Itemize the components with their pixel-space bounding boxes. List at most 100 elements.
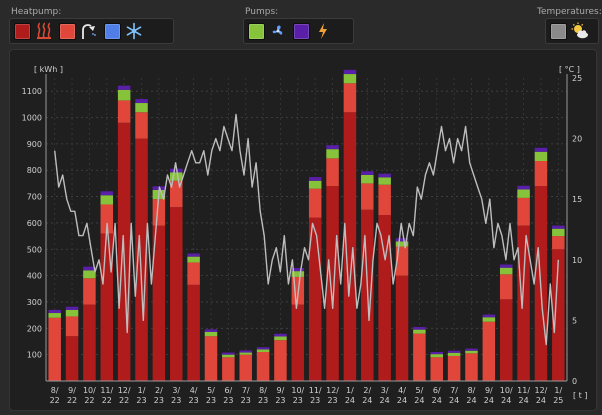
bar-segment-circulation[interactable]	[552, 228, 565, 237]
bar-segment-brine-pump[interactable]	[256, 347, 270, 350]
bar-segment-brine-pump[interactable]	[447, 350, 461, 353]
bar-segment-circulation[interactable]	[465, 350, 478, 354]
bar-segment-brine-pump[interactable]	[395, 238, 409, 242]
bar-segment-circulation[interactable]	[135, 103, 148, 113]
bar-segment-hot-water[interactable]	[517, 197, 530, 226]
bar-segment-hot-water[interactable]	[135, 112, 148, 139]
bar-segment-brine-pump[interactable]	[308, 177, 322, 181]
bar-segment-hot-water[interactable]	[361, 183, 374, 210]
bar-segment-hot-water[interactable]	[100, 204, 114, 234]
bar-segment-brine-pump[interactable]	[499, 264, 513, 268]
bar-segment-circulation[interactable]	[517, 189, 530, 198]
bar-segment-brine-pump[interactable]	[83, 266, 96, 271]
bar-segment-heating[interactable]	[83, 304, 96, 381]
bar-segment-heating[interactable]	[395, 275, 409, 381]
outdoor-temperature-toggle[interactable]	[550, 22, 589, 40]
bar-segment-circulation[interactable]	[274, 336, 287, 341]
bar-segment-brine-pump[interactable]	[117, 85, 131, 90]
bar-segment-hot-water[interactable]	[83, 278, 96, 305]
bar-segment-circulation[interactable]	[499, 267, 513, 275]
brine-pump-toggle[interactable]	[293, 22, 332, 40]
bar-segment-hot-water[interactable]	[465, 353, 478, 381]
bar-segment-circulation[interactable]	[48, 313, 61, 318]
bar-segment-brine-pump[interactable]	[239, 350, 252, 353]
bar-segment-heating[interactable]	[517, 225, 530, 381]
bar-segment-hot-water[interactable]	[308, 188, 322, 218]
bar-segment-brine-pump[interactable]	[534, 147, 548, 152]
bar-segment-circulation[interactable]	[222, 354, 235, 358]
bar-segment-hot-water[interactable]	[204, 336, 218, 381]
bar-segment-brine-pump[interactable]	[465, 348, 478, 351]
bar-segment-circulation[interactable]	[378, 177, 391, 185]
bar-segment-circulation[interactable]	[117, 89, 131, 101]
bar-segment-circulation[interactable]	[100, 195, 114, 205]
bar-segment-brine-pump[interactable]	[413, 326, 426, 330]
bar-segment-circulation[interactable]	[430, 354, 444, 358]
bar-segment-hot-water[interactable]	[343, 83, 357, 113]
bar-segment-circulation[interactable]	[482, 317, 496, 322]
bar-segment-heating[interactable]	[291, 304, 305, 381]
bar-segment-hot-water[interactable]	[65, 316, 79, 337]
bar-segment-heating[interactable]	[552, 249, 565, 381]
bar-segment-circulation[interactable]	[239, 352, 252, 355]
bar-segment-hot-water[interactable]	[239, 354, 252, 381]
bar-segment-hot-water[interactable]	[222, 357, 235, 381]
bar-segment-hot-water[interactable]	[152, 199, 166, 226]
bar-segment-heating[interactable]	[326, 186, 339, 381]
bar-segment-hot-water[interactable]	[256, 352, 270, 381]
bar-segment-circulation[interactable]	[65, 309, 79, 317]
bar-segment-hot-water[interactable]	[430, 357, 444, 381]
bar-segment-heating[interactable]	[187, 284, 200, 381]
bar-segment-brine-pump[interactable]	[48, 309, 61, 314]
bar-segment-circulation[interactable]	[447, 352, 461, 356]
bar-segment-circulation[interactable]	[534, 151, 548, 161]
bar-segment-brine-pump[interactable]	[517, 185, 530, 190]
bar-segment-brine-pump[interactable]	[361, 171, 374, 175]
bar-segment-hot-water[interactable]	[274, 340, 287, 381]
bar-segment-circulation[interactable]	[326, 149, 339, 159]
bar-segment-heating[interactable]	[308, 217, 322, 381]
bar-segment-circulation[interactable]	[204, 331, 218, 337]
bar-segment-brine-pump[interactable]	[326, 145, 339, 150]
bar-segment-hot-water[interactable]	[534, 160, 548, 187]
bar-segment-circulation[interactable]	[187, 256, 200, 263]
bar-segment-brine-pump[interactable]	[187, 253, 200, 257]
bar-segment-heating[interactable]	[135, 138, 148, 381]
bar-segment-hot-water[interactable]	[395, 246, 409, 276]
bar-segment-brine-pump[interactable]	[100, 191, 114, 196]
cooling-toggle[interactable]	[104, 22, 143, 40]
bar-segment-circulation[interactable]	[308, 180, 322, 189]
bar-segment-hot-water[interactable]	[48, 317, 61, 381]
bar-segment-heating[interactable]	[378, 215, 391, 381]
bar-segment-brine-pump[interactable]	[204, 329, 218, 332]
bar-segment-heating[interactable]	[152, 225, 166, 381]
bar-segment-brine-pump[interactable]	[135, 99, 148, 104]
bar-segment-circulation[interactable]	[361, 174, 374, 184]
bar-segment-circulation[interactable]	[395, 241, 409, 247]
bar-segment-circulation[interactable]	[413, 329, 426, 334]
bar-segment-brine-pump[interactable]	[65, 306, 79, 310]
bar-segment-brine-pump[interactable]	[274, 333, 287, 337]
bar-segment-heating[interactable]	[169, 207, 183, 381]
bar-segment-circulation[interactable]	[83, 270, 96, 279]
bar-segment-brine-pump[interactable]	[430, 352, 444, 355]
bar-segment-hot-water[interactable]	[326, 158, 339, 187]
bar-segment-circulation[interactable]	[291, 271, 305, 277]
bar-segment-hot-water[interactable]	[482, 321, 496, 381]
bar-segment-hot-water[interactable]	[413, 333, 426, 381]
bar-segment-brine-pump[interactable]	[482, 314, 496, 318]
bar-segment-heating[interactable]	[100, 233, 114, 381]
bar-segment-brine-pump[interactable]	[343, 69, 357, 75]
circulation-pump-toggle[interactable]	[248, 22, 287, 40]
bar-segment-brine-pump[interactable]	[378, 173, 391, 178]
bar-segment-brine-pump[interactable]	[291, 267, 305, 272]
bar-segment-circulation[interactable]	[169, 172, 183, 181]
bar-segment-hot-water[interactable]	[447, 355, 461, 381]
bar-segment-heating[interactable]	[343, 112, 357, 382]
bar-segment-hot-water[interactable]	[378, 184, 391, 216]
hot-water-toggle[interactable]	[59, 22, 98, 40]
bar-segment-brine-pump[interactable]	[222, 352, 235, 355]
bar-segment-hot-water[interactable]	[117, 100, 131, 123]
bar-segment-hot-water[interactable]	[499, 274, 513, 300]
bar-segment-heating[interactable]	[65, 336, 79, 381]
